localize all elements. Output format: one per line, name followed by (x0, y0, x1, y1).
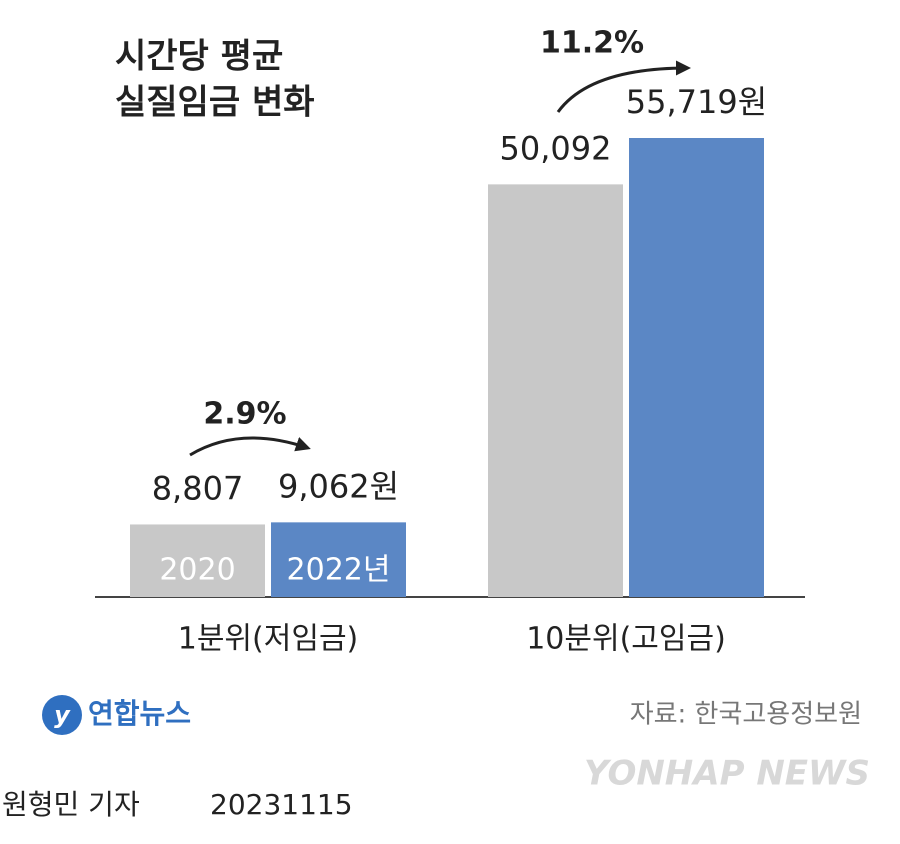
legend-label: 2020 (159, 553, 235, 588)
value-label: 9,062원 (278, 467, 399, 505)
legend-label: 2022년 (287, 553, 391, 588)
bar (488, 184, 623, 598)
growth-arrow (556, 60, 691, 113)
chart-title: 실질임금 변화 (115, 83, 315, 123)
growth-label: 11.2% (540, 26, 644, 61)
value-label: 55,719원 (626, 83, 767, 121)
bar (271, 522, 406, 597)
bar (130, 524, 265, 597)
bar (629, 138, 764, 597)
value-label: 8,807 (152, 469, 244, 507)
logo-icon (42, 695, 82, 735)
value-label: 50,092 (500, 129, 612, 167)
growth-label: 2.9% (203, 397, 286, 432)
watermark: YONHAP NEWS (584, 754, 870, 794)
source: 자료: 한국고용정보원 (630, 700, 862, 730)
reporter: 원형민 기자 (2, 788, 140, 821)
x-tick-label: 10분위(고임금) (526, 622, 726, 657)
x-tick-label: 1분위(저임금) (178, 622, 359, 657)
growth-arrow (189, 436, 311, 457)
logo-icon-glyph: y (54, 701, 71, 729)
chart-title: 시간당 평균 (115, 37, 283, 77)
date: 20231115 (210, 788, 353, 821)
logo: 연합뉴스 (88, 697, 191, 730)
